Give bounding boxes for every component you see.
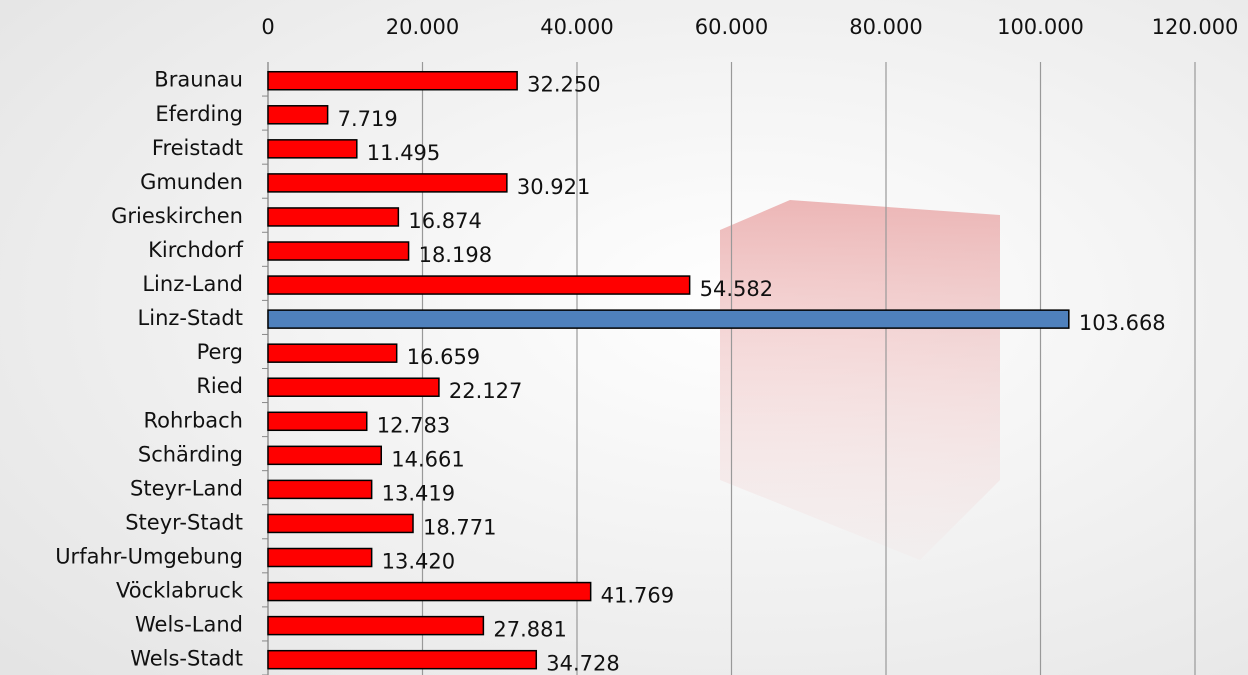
value-label: 11.495 bbox=[367, 141, 440, 165]
y-tick-label: Perg bbox=[197, 340, 243, 364]
bar bbox=[268, 480, 372, 498]
bar bbox=[268, 583, 591, 601]
value-label: 12.783 bbox=[377, 413, 450, 437]
value-label: 22.127 bbox=[449, 379, 522, 403]
bar bbox=[268, 72, 517, 90]
bar bbox=[268, 446, 381, 464]
y-tick-label: Linz-Stadt bbox=[138, 306, 243, 330]
value-label: 14.661 bbox=[391, 447, 464, 471]
value-label: 27.881 bbox=[493, 618, 566, 642]
value-label: 32.250 bbox=[527, 73, 600, 97]
bar bbox=[268, 140, 357, 158]
y-tick-label: Steyr-Land bbox=[130, 476, 243, 500]
value-label: 18.198 bbox=[419, 243, 492, 267]
y-tick-label: Grieskirchen bbox=[111, 204, 243, 228]
bar bbox=[268, 344, 397, 362]
y-tick-label: Steyr-Stadt bbox=[125, 510, 243, 534]
bar bbox=[268, 106, 328, 124]
x-tick-label: 80.000 bbox=[849, 15, 922, 39]
y-tick-label: Wels-Stadt bbox=[130, 647, 243, 671]
bar bbox=[268, 378, 439, 396]
bar bbox=[268, 242, 409, 260]
y-tick-label: Freistadt bbox=[152, 136, 243, 160]
chart: 0 20.000 40.000 60.000 80.000 100.000 120.000 B… bbox=[0, 0, 1248, 675]
bar bbox=[268, 208, 398, 226]
page: 0 20.000 40.000 60.000 80.000 100.000 120.000 B… bbox=[0, 0, 1248, 675]
y-tick-label: Kirchdorf bbox=[148, 238, 243, 262]
x-tick-label: 20.000 bbox=[386, 15, 459, 39]
value-label: 34.728 bbox=[546, 652, 619, 675]
x-tick-label: 60.000 bbox=[695, 15, 768, 39]
value-label: 54.582 bbox=[700, 277, 773, 301]
y-tick-label: Vöcklabruck bbox=[116, 579, 244, 603]
value-label: 41.769 bbox=[601, 584, 674, 608]
y-tick-label: Wels-Land bbox=[135, 613, 243, 637]
y-tick-label: Gmunden bbox=[140, 170, 243, 194]
y-tick-label: Schärding bbox=[138, 442, 243, 466]
y-tick-label: Ried bbox=[196, 374, 243, 398]
value-label: 13.420 bbox=[382, 550, 455, 574]
bar bbox=[268, 514, 413, 532]
value-label: 7.719 bbox=[338, 107, 398, 131]
value-label: 18.771 bbox=[423, 515, 496, 539]
y-tick-label: Rohrbach bbox=[144, 408, 244, 432]
value-label: 16.659 bbox=[407, 345, 480, 369]
bar bbox=[268, 310, 1069, 328]
bar bbox=[268, 617, 483, 635]
bar bbox=[268, 651, 536, 669]
y-tick-label: Linz-Land bbox=[142, 272, 243, 296]
x-tick-label: 120.000 bbox=[1152, 15, 1239, 39]
bar bbox=[268, 412, 367, 430]
x-tick-label: 100.000 bbox=[997, 15, 1084, 39]
value-label: 16.874 bbox=[408, 209, 481, 233]
bar bbox=[268, 276, 690, 294]
x-tick-label: 40.000 bbox=[540, 15, 613, 39]
value-label: 103.668 bbox=[1079, 311, 1166, 335]
value-label: 13.419 bbox=[382, 481, 455, 505]
bar bbox=[268, 549, 372, 567]
y-tick-label: Braunau bbox=[154, 68, 243, 92]
y-tick-label: Urfahr-Umgebung bbox=[55, 545, 243, 569]
value-label: 30.921 bbox=[517, 175, 590, 199]
bar bbox=[268, 174, 507, 192]
y-tick-label: Eferding bbox=[155, 102, 243, 126]
x-tick-label: 0 bbox=[261, 15, 274, 39]
